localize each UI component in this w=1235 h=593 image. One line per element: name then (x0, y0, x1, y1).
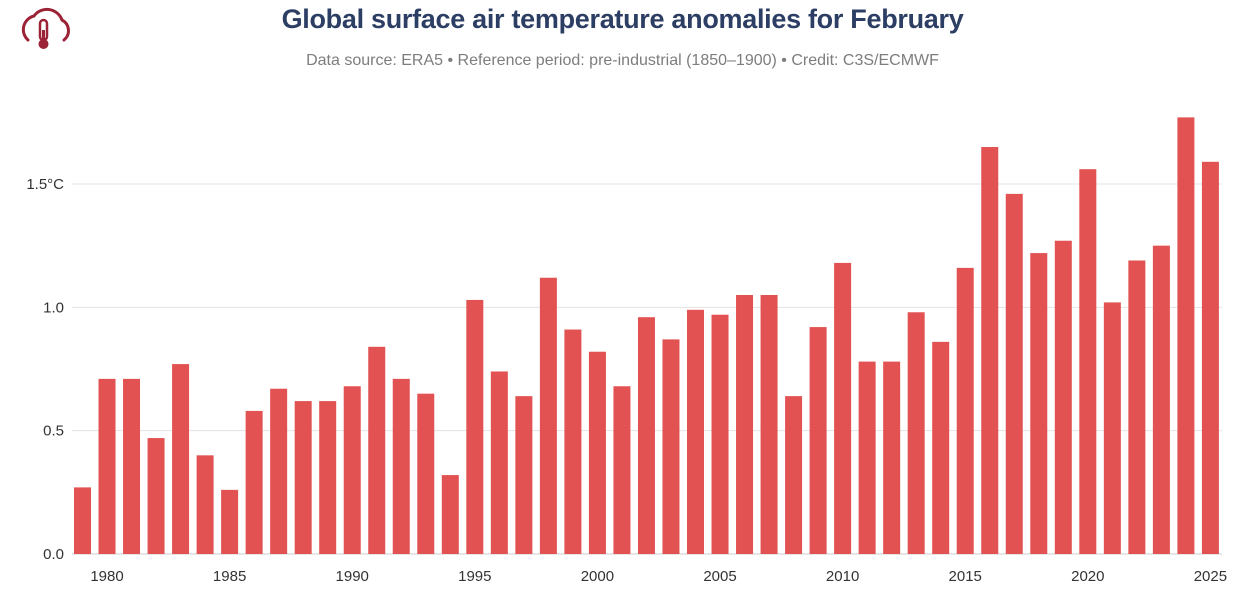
bar-1990 (343, 386, 361, 554)
x-tick-label: 2020 (1071, 568, 1104, 585)
bar-2021 (1103, 302, 1121, 554)
x-tick-label: 1980 (90, 568, 123, 585)
bar-2024 (1177, 117, 1195, 555)
y-tick-label: 1.0 (43, 299, 64, 316)
bar-1998 (539, 277, 557, 554)
bar-2007 (760, 295, 778, 554)
bar-2025 (1201, 161, 1219, 555)
bar-2014 (932, 341, 950, 554)
y-tick-label: 1.5°C (26, 176, 64, 193)
bar-1989 (319, 401, 337, 554)
bar-1985 (221, 489, 239, 554)
x-axis-ticks: 1980 1985 1990 1995 2000 2005 2010 2015 2020 2025 (90, 568, 1227, 585)
bar-2012 (883, 361, 901, 554)
bar-2013 (907, 312, 925, 554)
bar-1991 (368, 346, 386, 554)
bar-1981 (123, 378, 141, 554)
bar-2020 (1079, 169, 1097, 554)
bar-2002 (637, 317, 655, 554)
bar-2016 (981, 147, 999, 554)
chart-title: Global surface air temperature anomalies… (281, 4, 964, 34)
bar-1994 (441, 475, 459, 554)
bar-2017 (1005, 193, 1023, 554)
bar-2009 (809, 327, 827, 554)
bar-2022 (1128, 260, 1146, 554)
y-axis-ticks: 0.0 0.5 1.0 1.5°C (26, 176, 64, 563)
bar-2001 (613, 386, 631, 554)
bar-2004 (687, 309, 704, 554)
chart-subtitle: Data source: ERA5 • Reference period: pr… (306, 52, 939, 69)
bar-2018 (1030, 253, 1048, 554)
x-tick-label: 1990 (336, 568, 369, 585)
bar-2008 (785, 396, 803, 554)
bar-1996 (490, 371, 508, 554)
bar-1997 (515, 396, 533, 554)
bar-2015 (956, 267, 974, 554)
bar-2005 (711, 314, 729, 554)
bar-2003 (662, 339, 680, 554)
bar-2006 (736, 295, 754, 554)
x-tick-label: 1995 (458, 568, 491, 585)
bar-2010 (834, 262, 852, 554)
x-tick-label: 2025 (1194, 568, 1227, 585)
x-tick-label: 2010 (826, 568, 859, 585)
y-tick-label: 0.0 (43, 546, 64, 563)
bars (74, 117, 1219, 555)
x-tick-label: 2015 (949, 568, 982, 585)
bar-1984 (196, 455, 214, 554)
bar-1983 (172, 364, 190, 554)
bar-1986 (245, 410, 263, 554)
bar-1987 (270, 388, 288, 554)
bar-1993 (417, 393, 435, 554)
bar-1980 (98, 378, 116, 554)
bar-1988 (294, 401, 312, 554)
bar-1992 (392, 378, 410, 554)
bar-2011 (858, 361, 876, 554)
cloud-thermometer-icon (21, 7, 70, 49)
bar-1999 (564, 329, 582, 554)
x-tick-label: 1985 (213, 568, 246, 585)
y-tick-label: 0.5 (43, 423, 64, 440)
bar-1979 (74, 487, 91, 554)
x-tick-label: 2005 (703, 568, 736, 585)
x-tick-label: 2000 (581, 568, 614, 585)
bar-2000 (588, 351, 606, 554)
bar-1995 (466, 299, 484, 554)
bar-1982 (147, 438, 165, 554)
bar-2023 (1152, 245, 1170, 555)
bar-2019 (1054, 240, 1072, 555)
